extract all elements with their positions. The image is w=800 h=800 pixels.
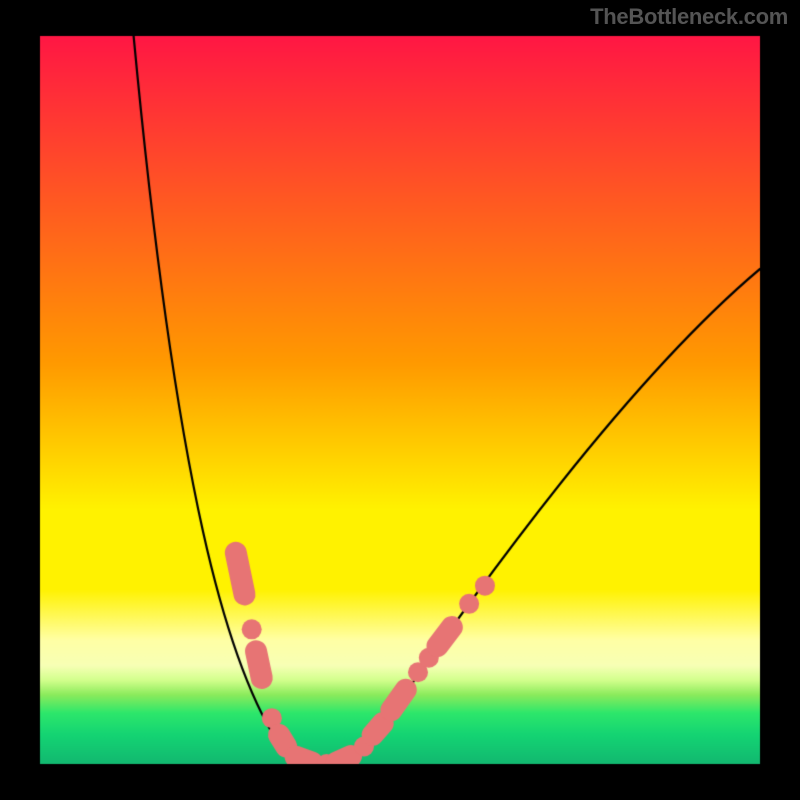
- chart-container: TheBottleneck.com: [0, 0, 800, 800]
- watermark-text: TheBottleneck.com: [590, 4, 788, 30]
- bottleneck-chart-canvas: [0, 0, 800, 800]
